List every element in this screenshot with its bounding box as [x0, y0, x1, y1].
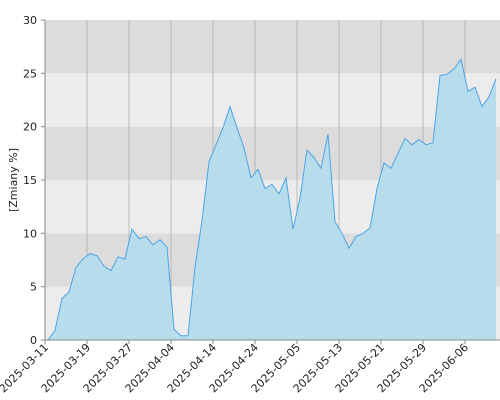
- y-tick-label: 0: [30, 334, 37, 347]
- background-band: [45, 20, 500, 74]
- background-band: [45, 73, 500, 127]
- y-tick-label: 15: [23, 174, 37, 187]
- line: [47, 58, 497, 341]
- y-tick-label: 10: [23, 227, 37, 240]
- y-tick-label: 20: [23, 121, 37, 134]
- area: [48, 59, 496, 340]
- y-tick-label: 30: [23, 14, 37, 27]
- y-tick-label: 5: [30, 281, 37, 294]
- y-tick-label: 25: [23, 67, 37, 80]
- y-axis-label: [Zmiany %]: [7, 148, 20, 212]
